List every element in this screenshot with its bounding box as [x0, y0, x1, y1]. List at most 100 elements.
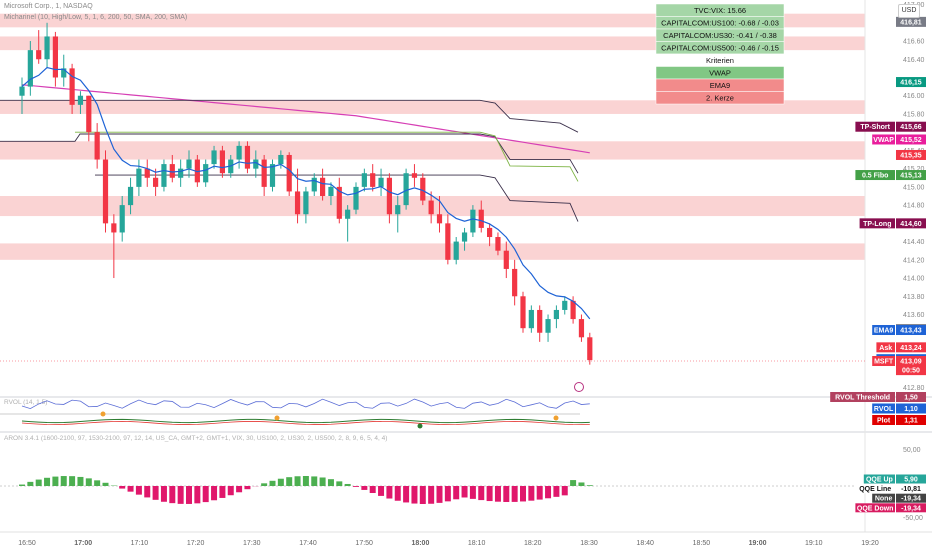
- candle-body: [144, 168, 150, 178]
- candle-body: [94, 132, 100, 160]
- time-axis-tick: 19:20: [861, 540, 879, 547]
- qqe-histogram-bar: [177, 486, 184, 504]
- rvol-marker: [553, 415, 559, 421]
- candle-body: [203, 164, 209, 183]
- candle-body: [311, 177, 317, 192]
- rvol-tag-label: RVOL Threshold: [835, 395, 890, 402]
- qqe-histogram-bar: [327, 479, 334, 486]
- price-axis-tick: 414.80: [903, 203, 925, 210]
- qqe-histogram-bar: [461, 486, 468, 498]
- candle-body: [328, 186, 334, 196]
- qqe-histogram-bar: [219, 486, 226, 498]
- ema9-line: [21, 66, 591, 320]
- candle-body: [269, 164, 276, 187]
- price-tag-label: VWAP: [873, 137, 894, 144]
- candle-body: [303, 191, 309, 215]
- qqe-histogram-bar: [336, 481, 343, 486]
- candle-body: [512, 268, 518, 297]
- info-table-text: TVC:VIX: 15.66: [694, 6, 746, 15]
- candle-body: [86, 95, 92, 133]
- price-tag: [896, 16, 926, 27]
- info-table-text: CAPITALCOM:US500: -0.46 / -0.15: [661, 44, 779, 53]
- price-tag: [896, 325, 926, 336]
- qqe-histogram-bar: [486, 486, 493, 502]
- candle-body: [77, 95, 84, 105]
- rvol-tag: [896, 403, 926, 414]
- time-axis-tick: 17:10: [131, 540, 149, 547]
- resistance-zone: [0, 243, 865, 260]
- qqe-histogram-bar: [520, 486, 526, 502]
- price-tag-label-bg: [859, 218, 895, 229]
- candle-body: [470, 209, 476, 233]
- qqe-tag-value: -19,34: [901, 496, 921, 503]
- price-tag-label: EMA9: [874, 328, 894, 335]
- price-tag-value: 415,52: [900, 137, 922, 144]
- price-tag-label: MSFT: [874, 359, 894, 366]
- currency-button[interactable]: USD: [898, 4, 920, 18]
- price-tag: [896, 365, 926, 376]
- candle-body: [411, 173, 418, 178]
- resistance-zone: [0, 141, 865, 160]
- time-axis-tick: 19:00: [749, 540, 767, 547]
- plot-line-red: [21, 421, 590, 425]
- candle-body: [161, 164, 167, 187]
- rvol-tag-label-bg: [830, 392, 895, 402]
- rvol-tag-label: RVOL: [874, 406, 894, 413]
- qqe-histogram-bar: [294, 476, 301, 486]
- candle-body: [44, 36, 50, 60]
- qqe-histogram-bar: [511, 486, 518, 502]
- qqe-histogram-bar: [135, 486, 142, 495]
- qqe-histogram-bar: [19, 484, 25, 486]
- qqe-histogram-bar: [152, 486, 159, 500]
- candle-body: [27, 50, 33, 87]
- qqe-tag-label-bg: [855, 503, 895, 513]
- qqe-histogram-bar: [369, 486, 376, 493]
- qqe-title: ARON 3.4.1 (1600-2100, 97, 1530-2100, 97…: [4, 435, 387, 442]
- candle-body: [194, 159, 200, 183]
- qqe-histogram-bar: [536, 486, 543, 500]
- qqe-histogram-bar: [94, 480, 101, 486]
- time-axis-tick: 18:20: [524, 540, 542, 547]
- qqe-histogram-bar: [27, 481, 34, 486]
- candle-body: [261, 159, 267, 187]
- price-axis-tick: 415.00: [903, 184, 925, 191]
- info-table-row: [655, 91, 785, 105]
- qqe-histogram-bar: [403, 486, 410, 503]
- time-axis-tick: 17:40: [299, 540, 317, 547]
- price-axis-tick: 414.20: [903, 257, 925, 264]
- candle-body: [445, 223, 451, 260]
- candle-body: [153, 177, 159, 187]
- qqe-histogram-bar: [344, 483, 351, 486]
- time-axis-tick: 18:10: [468, 540, 486, 547]
- qqe-histogram-bar: [236, 486, 243, 493]
- qqe-histogram-bar: [269, 480, 276, 486]
- tp-short-line: [0, 99, 579, 133]
- resistance-zone: [0, 13, 865, 28]
- price-tag-label-bg: [872, 325, 895, 336]
- plot-line: [21, 418, 590, 424]
- candle-body: [278, 154, 284, 165]
- qqe-histogram-bar: [194, 486, 201, 504]
- upper-band-line: [0, 133, 579, 174]
- qqe-histogram-bar: [211, 486, 218, 501]
- candle-body: [61, 68, 67, 78]
- info-table-text: Kriterien: [706, 56, 734, 65]
- time-axis-tick: 18:30: [580, 540, 598, 547]
- candle-body: [553, 309, 559, 320]
- candle-body: [236, 145, 242, 160]
- price-tag: [896, 356, 926, 367]
- qqe-histogram-bar: [494, 486, 501, 502]
- candle-body: [461, 232, 468, 242]
- candle-body: [178, 168, 184, 178]
- qqe-histogram-bar: [102, 482, 109, 486]
- resistance-zone: [0, 100, 865, 114]
- info-table-text: EMA9: [710, 81, 730, 90]
- info-table-text: CAPITALCOM:US100: -0.68 / -0.03: [661, 19, 779, 28]
- qqe-axis-tick: -50,00: [903, 515, 923, 522]
- qqe-histogram-bar: [52, 476, 59, 486]
- rvol-tag-label-bg: [872, 403, 895, 414]
- rvol-tag: [896, 415, 926, 425]
- replay-icon[interactable]: [574, 382, 584, 392]
- price-tag-value: 413,09: [900, 359, 922, 366]
